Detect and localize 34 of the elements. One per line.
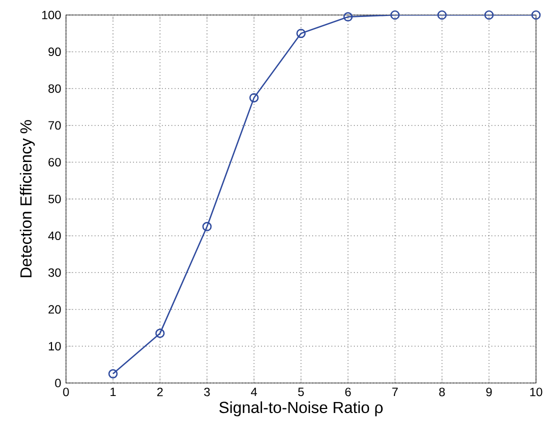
y-tick-label: 50	[48, 194, 61, 204]
x-axis-title: Signal-to-Noise Ratio ρ	[219, 401, 383, 416]
x-tick-label: 1	[110, 388, 116, 396]
x-tick-label: 0	[63, 388, 69, 396]
point	[437, 10, 447, 20]
y-axis-title: Detection Efficiency %	[20, 120, 35, 278]
x-tick-label: 3	[204, 388, 210, 396]
y-tick-label: 90	[48, 48, 61, 56]
y-tick-label: 100	[42, 10, 61, 20]
point	[108, 369, 118, 378]
x-tick-label: 5	[298, 388, 304, 396]
y-tick-label: 10	[48, 342, 61, 350]
y-tick-label: 0	[55, 378, 61, 388]
point	[390, 10, 400, 20]
x-tick-label: 8	[439, 388, 445, 396]
x-tick-label: 7	[392, 388, 398, 396]
y-tick-label: 40	[48, 232, 61, 240]
point	[296, 28, 306, 38]
x-tick-label: 4	[250, 388, 257, 396]
y-tick-label: 70	[48, 121, 61, 130]
x-tick-label: 6	[345, 388, 351, 396]
y-tick-label: 60	[48, 158, 61, 166]
point	[202, 222, 212, 232]
y-tick-label: 30	[48, 268, 61, 277]
x-tick-label: 2	[157, 388, 163, 396]
point	[249, 93, 259, 102]
point	[343, 12, 353, 22]
y-tick-label: 20	[48, 305, 61, 314]
point	[484, 10, 494, 20]
x-tick-label: 9	[486, 388, 492, 396]
y-tick-label: 80	[48, 84, 61, 93]
x-tick-label: 10	[530, 388, 542, 396]
point	[531, 10, 541, 20]
point	[155, 328, 165, 338]
